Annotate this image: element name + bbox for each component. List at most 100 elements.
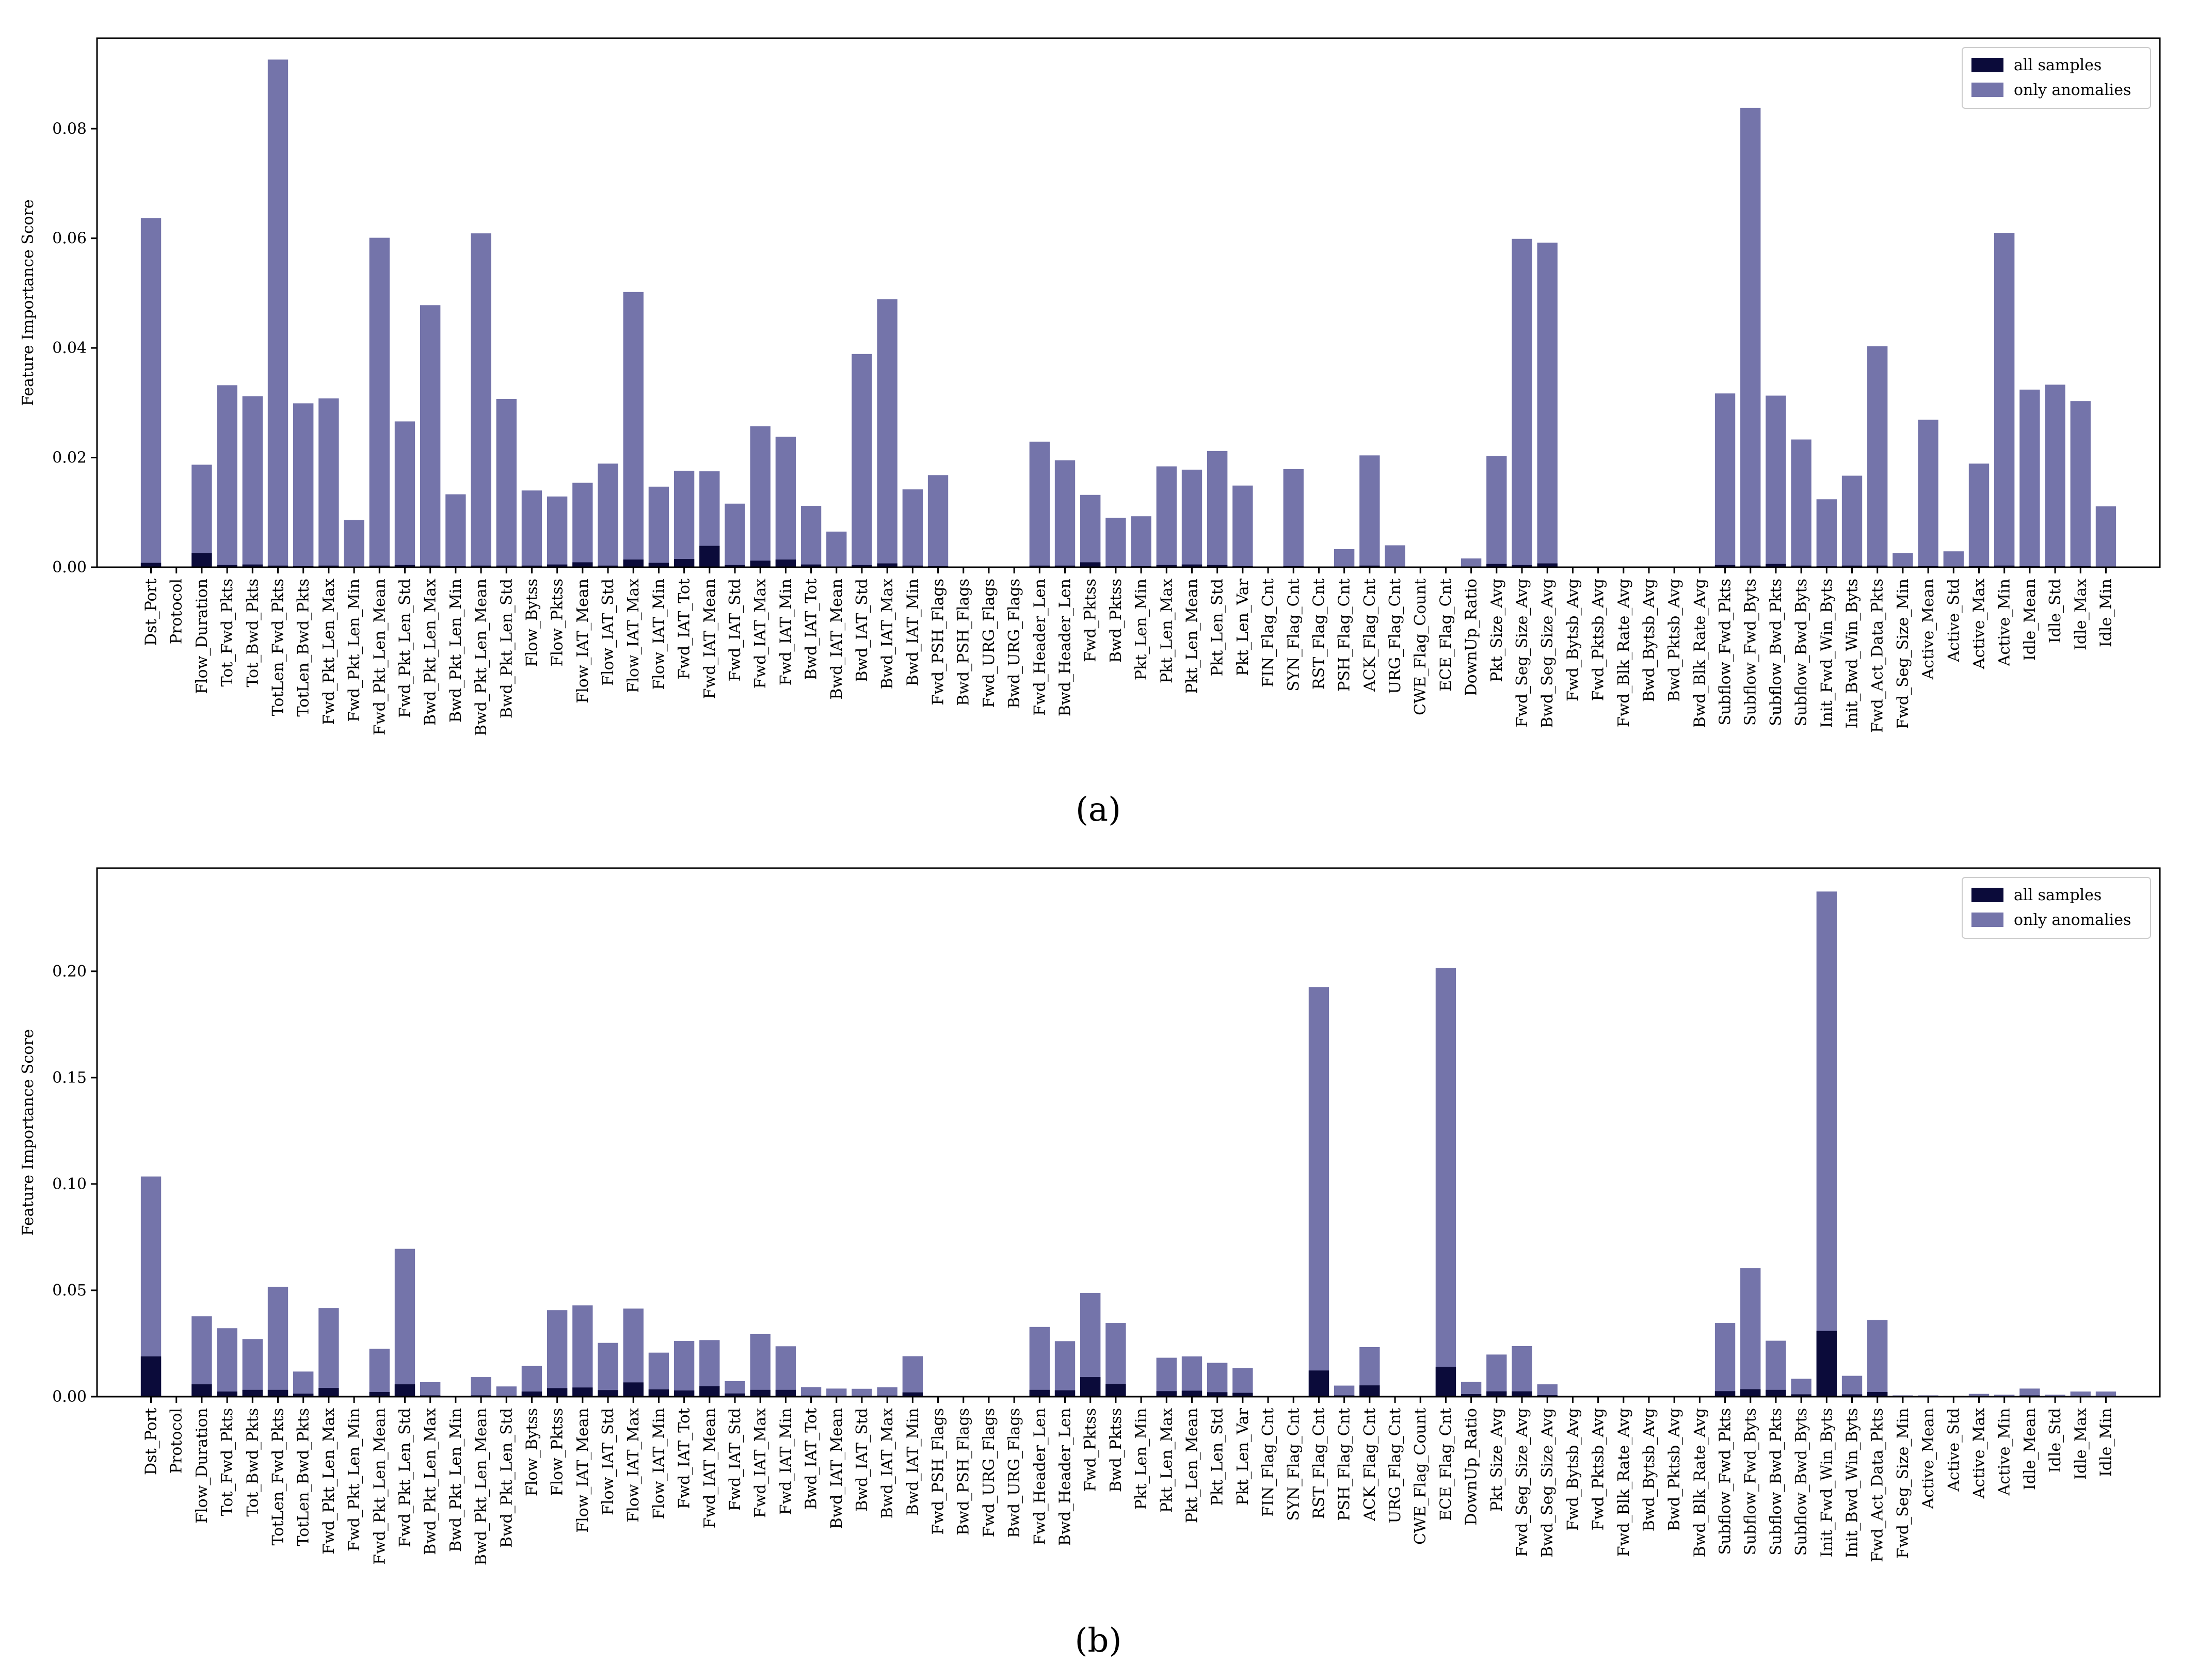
- bar-all-samples-bwd-iat-min: [902, 1392, 923, 1397]
- bar-all-samples-fwd-iat-mean: [699, 1386, 720, 1397]
- x-tick-label-ack-flag-cnt: ACK_Flag_Cnt: [1361, 579, 1379, 692]
- bar-only-anomalies-pkt-len-mean: [1181, 469, 1202, 567]
- bar-all-samples-pkt-len-max: [1156, 565, 1177, 567]
- x-tick-label-protocol: Protocol: [168, 1408, 186, 1474]
- x-tick-label-fwd-pktss: Fwd_Pktss: [1082, 1408, 1100, 1492]
- legend-label-only-anomalies: only anomalies: [2014, 911, 2131, 929]
- x-tick-label-fwd-blk-rate-avg: Fwd_Blk_Rate_Avg: [1615, 579, 1633, 727]
- bar-only-anomalies-idle-min: [2095, 506, 2116, 567]
- x-tick-label-flow-iat-mean: Flow_IAT_Mean: [574, 1408, 592, 1533]
- bar-only-anomalies-bwd-seg-size-avg: [1537, 1384, 1558, 1397]
- x-tick-label-idle-min: Idle_Min: [2097, 1408, 2115, 1477]
- bar-only-anomalies-flow-bytss: [521, 490, 542, 567]
- bar-all-samples-flow-iat-min: [648, 563, 669, 567]
- x-tick-label-dst-port: Dst_Port: [142, 1408, 161, 1475]
- bar-only-anomalies-fwd-seg-size-min: [1893, 553, 1913, 567]
- bar-only-anomalies-active-min: [1994, 233, 2015, 568]
- y-tick-label: 0.04: [52, 339, 87, 357]
- y-axis-ticks: 0.00 0.05 0.10 0.15 0.20: [52, 963, 97, 1406]
- x-tick-label-pkt-len-max: Pkt_Len_Max: [1158, 1408, 1176, 1513]
- bar-all-samples-fwd-iat-std: [725, 565, 745, 567]
- x-tick-label-fwd-iat-tot: Fwd_IAT_Tot: [676, 579, 694, 679]
- bar-all-samples-flow-bytss: [521, 1391, 542, 1397]
- x-tick-label-subflow-fwd-pkts: Subflow_Fwd_Pkts: [1717, 1408, 1735, 1555]
- legend-swatch-only-anomalies: [1971, 913, 2003, 927]
- bar-only-anomalies-bwd-pkt-len-min: [445, 494, 466, 567]
- panel-label: (b): [1075, 1622, 1122, 1660]
- x-tick-label-tot-bwd-pkts: Tot_Bwd_Pkts: [244, 579, 262, 687]
- bar-all-samples-pkt-len-max: [1156, 1391, 1177, 1397]
- bar-only-anomalies-bwd-header-len: [1054, 1341, 1076, 1397]
- x-tick-label-bwd-pktsb-avg: Bwd_Pktsb_Avg: [1665, 1408, 1683, 1531]
- bar-all-samples-bwd-pktss: [1105, 1384, 1126, 1397]
- bar-only-anomalies-fwd-pktss: [1080, 494, 1101, 567]
- x-tick-label-flow-bytss: Flow_Bytss: [523, 579, 541, 667]
- y-axis-ticks: 0.00 0.02 0.04 0.06 0.08: [52, 120, 97, 577]
- y-tick-label: 0.02: [52, 449, 87, 467]
- bar-all-samples-flow-iat-min: [648, 1389, 669, 1397]
- x-tick-label-fwd-seg-size-min: Fwd_Seg_Size_Min: [1894, 579, 1912, 729]
- x-tick-label-active-max: Active_Max: [1970, 579, 1988, 669]
- bar-only-anomalies-ece-flag-cnt: [1435, 968, 1456, 1397]
- x-tick-label-bwd-bytsb-avg: Bwd_Bytsb_Avg: [1640, 579, 1658, 702]
- bar-all-samples-fwd-pkt-len-mean: [369, 565, 390, 567]
- x-tick-label-bwd-iat-tot: Bwd_IAT_Tot: [803, 579, 821, 680]
- x-tick-label-fwd-pkt-len-mean: Fwd_Pkt_Len_Mean: [371, 1408, 389, 1565]
- bar-only-anomalies-init-bwd-win-byts: [1841, 475, 1863, 567]
- x-tick-label-bwd-seg-size-avg: Bwd_Seg_Size_Avg: [1538, 1408, 1557, 1558]
- bar-only-anomalies-idle-mean: [2019, 1388, 2040, 1397]
- x-tick-label-flow-duration: Flow_Duration: [193, 1408, 211, 1524]
- x-tick-label-fwd-iat-mean: Fwd_IAT_Mean: [701, 579, 719, 699]
- bar-only-anomalies-tot-fwd-pkts: [217, 385, 237, 567]
- legend-label-only-anomalies: only anomalies: [2014, 81, 2131, 99]
- bar-only-anomalies-flow-iat-max: [623, 292, 644, 567]
- x-tick-label-dst-port: Dst_Port: [142, 579, 161, 646]
- bar-all-samples-flow-bytss: [521, 565, 542, 567]
- x-tick-label-fwd-iat-min: Fwd_IAT_Min: [777, 1408, 795, 1515]
- bar-only-anomalies-idle-max: [2070, 1391, 2091, 1397]
- x-tick-label-psh-flag-cnt: PSH_Flag_Cnt: [1336, 579, 1354, 692]
- bar-all-samples-fwd-iat-std: [725, 1393, 745, 1397]
- x-tick-label-pkt-len-var: Pkt_Len_Var: [1234, 578, 1252, 676]
- bar-only-anomalies-bwd-pkt-len-mean: [471, 233, 491, 567]
- y-tick-label: 0.20: [52, 963, 87, 981]
- bar-only-anomalies-fwd-pkt-len-max: [318, 398, 339, 567]
- bar-all-samples-tot-bwd-pkts: [242, 1389, 263, 1397]
- x-tick-label-fwd-iat-max: Fwd_IAT_Max: [751, 1408, 769, 1518]
- bar-all-samples-totlen-fwd-pkts: [267, 565, 288, 567]
- x-tick-label-pkt-len-min: Pkt_Len_Min: [1132, 1408, 1150, 1510]
- bar-all-samples-flow-duration: [191, 553, 212, 567]
- x-tick-label-fwd-act-data-pkts: Fwd_Act_Data_Pkts: [1869, 1408, 1887, 1562]
- x-tick-label-fwd-header-len: Fwd_Header_Len: [1031, 579, 1049, 716]
- x-tick-label-fwd-psh-flags: Fwd_PSH_Flags: [929, 1408, 948, 1535]
- x-tick-label-flow-iat-min: Flow_IAT_Min: [650, 579, 668, 690]
- x-tick-label-fwd-bytsb-avg: Fwd_Bytsb_Avg: [1564, 1408, 1582, 1531]
- bar-only-anomalies-subflow-fwd-byts: [1740, 1268, 1761, 1397]
- bar-only-anomalies-fwd-iat-tot: [673, 1341, 695, 1397]
- bar-all-samples-bwd-pkt-len-max: [420, 565, 441, 567]
- bar-all-samples-bwd-pkt-len-std: [496, 565, 517, 567]
- bar-all-samples-pkt-len-mean: [1181, 1390, 1202, 1397]
- bar-all-samples-fwd-pkt-len-std: [394, 1384, 415, 1397]
- x-tick-label-flow-iat-mean: Flow_IAT_Mean: [574, 579, 592, 703]
- bar-only-anomalies-subflow-bwd-pkts: [1766, 1340, 1786, 1397]
- bar-only-anomalies-fwd-iat-max: [750, 426, 771, 567]
- x-tick-label-tot-fwd-pkts: Tot_Fwd_Pkts: [218, 1408, 236, 1516]
- x-tick-label-idle-min: Idle_Min: [2097, 579, 2115, 647]
- x-tick-label-fwd-bytsb-avg: Fwd_Bytsb_Avg: [1564, 579, 1582, 701]
- bar-only-anomalies-idle-std: [2045, 385, 2065, 567]
- bar-all-samples-fwd-iat-tot: [673, 1390, 695, 1397]
- bar-only-anomalies-bwd-header-len: [1054, 460, 1076, 567]
- bars-group: [140, 891, 2116, 1397]
- bar-only-anomalies-downup-ratio: [1461, 558, 1482, 567]
- bar-all-samples-tot-fwd-pkts: [217, 1391, 237, 1397]
- bar-only-anomalies-pkt-len-var: [1232, 485, 1253, 567]
- x-tick-label-flow-iat-std: Flow_IAT_Std: [599, 1408, 617, 1515]
- bar-all-samples-active-min: [1994, 565, 2015, 567]
- x-tick-label-idle-std: Idle_Std: [2046, 1408, 2064, 1473]
- bar-all-samples-subflow-bwd-pkts: [1766, 564, 1786, 567]
- legend: all samples only anomalies: [1962, 877, 2151, 939]
- x-tick-label-active-min: Active_Min: [1996, 1408, 2014, 1496]
- x-tick-label-bwd-pkt-len-max: Bwd_Pkt_Len_Max: [422, 579, 440, 726]
- x-tick-label-bwd-pkt-len-min: Bwd_Pkt_Len_Min: [447, 1408, 465, 1552]
